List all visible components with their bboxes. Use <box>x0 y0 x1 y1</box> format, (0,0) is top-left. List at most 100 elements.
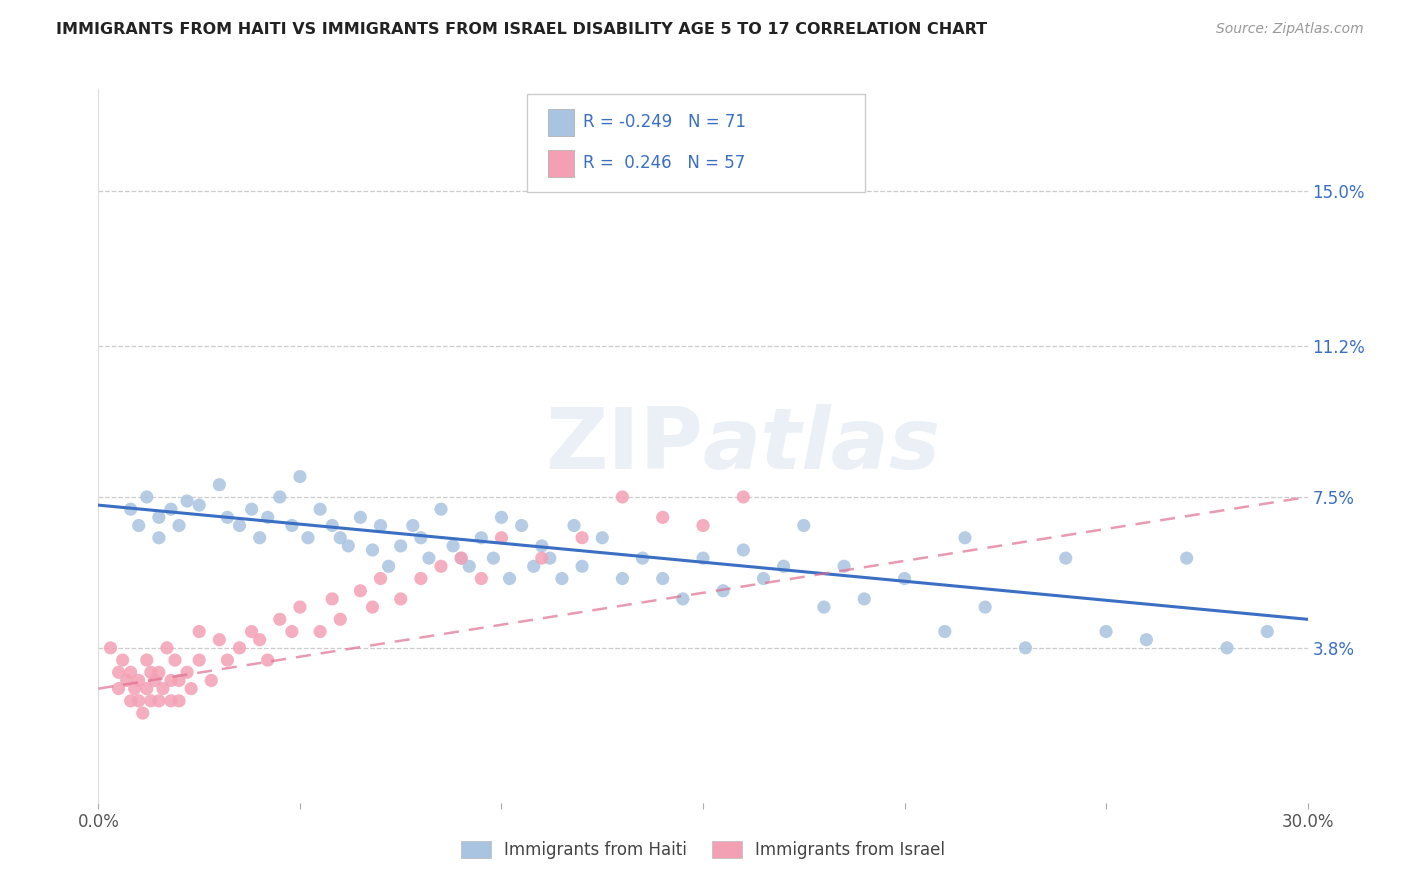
Point <box>160 673 183 688</box>
Point <box>1095 624 1118 639</box>
Point <box>733 543 755 558</box>
Point <box>430 559 453 574</box>
Text: ZIP: ZIP <box>546 404 703 488</box>
Point <box>176 494 198 508</box>
Point <box>498 572 520 586</box>
Point <box>160 694 183 708</box>
Text: R = -0.249   N = 71: R = -0.249 N = 71 <box>583 113 747 131</box>
Point <box>1175 551 1198 566</box>
Point <box>370 518 392 533</box>
Point <box>450 551 472 566</box>
Point <box>249 531 271 545</box>
Text: IMMIGRANTS FROM HAITI VS IMMIGRANTS FROM ISRAEL DISABILITY AGE 5 TO 17 CORRELATI: IMMIGRANTS FROM HAITI VS IMMIGRANTS FROM… <box>56 22 987 37</box>
Point <box>148 694 170 708</box>
Point <box>156 640 179 655</box>
Point <box>107 681 129 696</box>
Point <box>249 632 271 647</box>
Point <box>135 653 157 667</box>
Point <box>288 600 311 615</box>
Point <box>389 539 412 553</box>
Point <box>188 624 211 639</box>
Point <box>321 518 343 533</box>
Point <box>269 612 291 626</box>
Point <box>240 624 263 639</box>
Point <box>167 673 190 688</box>
Legend: Immigrants from Haiti, Immigrants from Israel: Immigrants from Haiti, Immigrants from I… <box>454 834 952 866</box>
Point <box>256 653 278 667</box>
Point <box>389 591 412 606</box>
Point <box>321 591 343 606</box>
Point <box>208 477 231 491</box>
Point <box>832 559 855 574</box>
Point <box>143 673 166 688</box>
Point <box>135 681 157 696</box>
Point <box>409 531 432 545</box>
Point <box>100 640 122 655</box>
Point <box>297 531 319 545</box>
Point <box>120 694 142 708</box>
Point <box>309 624 332 639</box>
Point <box>733 490 755 504</box>
Point <box>571 559 593 574</box>
Point <box>1135 632 1157 647</box>
Point <box>163 653 186 667</box>
Point <box>132 706 155 720</box>
Point <box>562 518 585 533</box>
Point <box>612 490 634 504</box>
Point <box>377 559 399 574</box>
Point <box>281 624 304 639</box>
Point <box>188 653 211 667</box>
Point <box>458 559 481 574</box>
Point <box>1256 624 1278 639</box>
Point <box>107 665 129 680</box>
Point <box>329 612 352 626</box>
Point <box>430 502 453 516</box>
Point <box>370 572 392 586</box>
Point <box>551 572 574 586</box>
Point <box>148 531 170 545</box>
Point <box>176 665 198 680</box>
Point <box>111 653 134 667</box>
Point <box>538 551 561 566</box>
Point <box>188 498 211 512</box>
Point <box>441 539 464 553</box>
Point <box>349 510 371 524</box>
Point <box>711 583 734 598</box>
Point <box>491 531 513 545</box>
Point <box>228 640 250 655</box>
Point <box>152 681 174 696</box>
Point <box>752 572 775 586</box>
Point <box>180 681 202 696</box>
Text: Source: ZipAtlas.com: Source: ZipAtlas.com <box>1216 22 1364 37</box>
Point <box>167 694 190 708</box>
Point <box>953 531 976 545</box>
Point <box>120 665 142 680</box>
Point <box>281 518 304 533</box>
Text: atlas: atlas <box>703 404 941 488</box>
Point <box>148 510 170 524</box>
Point <box>329 531 352 545</box>
Point <box>160 502 183 516</box>
Point <box>217 653 239 667</box>
Point <box>139 694 162 708</box>
Point <box>934 624 956 639</box>
Point <box>470 531 492 545</box>
Point <box>135 490 157 504</box>
Point <box>124 681 146 696</box>
Point <box>612 572 634 586</box>
Point <box>893 572 915 586</box>
Point <box>1054 551 1077 566</box>
Point <box>128 694 150 708</box>
Point <box>269 490 291 504</box>
Point <box>256 510 278 524</box>
Point <box>128 518 150 533</box>
Point <box>217 510 239 524</box>
Text: R =  0.246   N = 57: R = 0.246 N = 57 <box>583 154 745 172</box>
Point <box>491 510 513 524</box>
Point <box>974 600 997 615</box>
Point <box>418 551 440 566</box>
Point <box>288 469 311 483</box>
Point <box>813 600 835 615</box>
Point <box>482 551 505 566</box>
Point <box>139 665 162 680</box>
